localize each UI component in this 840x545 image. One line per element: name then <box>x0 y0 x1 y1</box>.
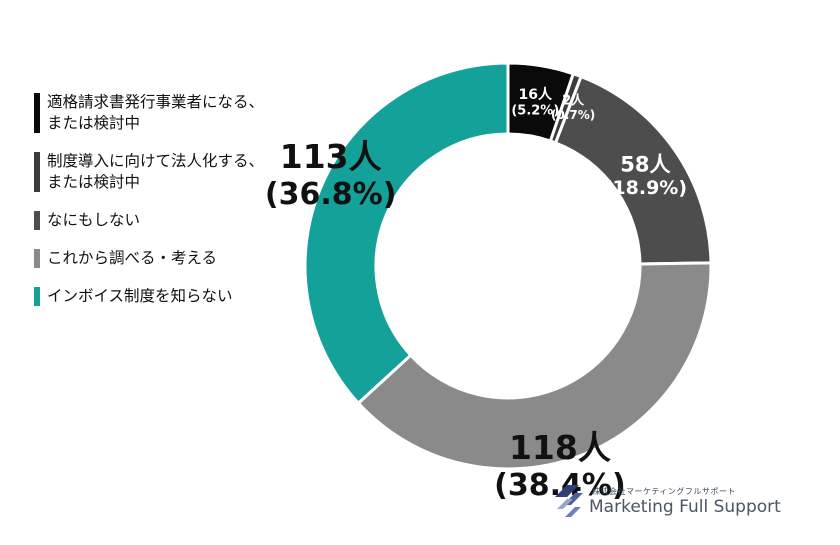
legend-item: 適格請求書発行事業者になる、 または検討中 <box>34 92 334 134</box>
slice-label: 58人(18.9%) <box>604 152 687 199</box>
legend-label: または検討中 <box>47 173 141 191</box>
slice-count-label: 2人 <box>562 93 585 109</box>
legend-label: 制度導入に向けて法人化する、 <box>47 152 265 170</box>
legend-swatch <box>34 211 40 230</box>
legend-label: なにもしない <box>47 211 141 229</box>
chart-legend: 適格請求書発行事業者になる、 または検討中 制度導入に向けて法人化する、 または検討中… <box>34 92 334 324</box>
legend-swatch <box>34 249 40 268</box>
company-logo: 株式会社マーケティングフルサポート Marketing Full Support <box>553 483 793 523</box>
logo-company-name-jp: 株式会社マーケティングフルサポート <box>592 487 736 496</box>
legend-swatch <box>34 93 40 133</box>
legend-item: なにもしない <box>34 210 334 231</box>
legend-label: 適格請求書発行事業者になる、 <box>47 93 265 111</box>
legend-item: 制度導入に向けて法人化する、 または検討中 <box>34 151 334 193</box>
slice-label: 118人(38.4%) <box>494 428 626 503</box>
legend-item: これから調べる・考える <box>34 248 334 269</box>
slice-percent-label: (18.9%) <box>604 177 687 199</box>
slice-percent-label: (38.4%) <box>494 468 626 503</box>
slice-percent-label: (0.7%) <box>551 108 595 122</box>
slice-count-label: 58人 <box>620 152 670 176</box>
logo-company-name: Marketing Full Support <box>589 497 781 517</box>
legend-swatch <box>34 287 40 306</box>
slice-count-label: 16人 <box>519 86 553 103</box>
slice-count-label: 118人 <box>509 428 611 467</box>
legend-label: または検討中 <box>47 114 141 132</box>
slice-count-label: 113人 <box>280 137 382 176</box>
slice-percent-label: (5.2%) <box>511 103 559 118</box>
legend-item: インボイス制度を知らない <box>34 286 334 307</box>
slice-label: 16人(5.2%) <box>511 86 559 119</box>
legend-swatch <box>34 152 40 192</box>
slice-label: 2人(0.7%) <box>551 93 595 122</box>
legend-label: これから調べる・考える <box>47 249 218 267</box>
slice-label: 113人(36.8%) <box>265 137 397 212</box>
donut-slice <box>303 61 510 406</box>
logo-mark-icon <box>555 485 583 517</box>
slice-percent-label: (36.8%) <box>265 177 397 212</box>
legend-label: インボイス制度を知らない <box>47 287 233 305</box>
donut-slice <box>356 261 713 471</box>
